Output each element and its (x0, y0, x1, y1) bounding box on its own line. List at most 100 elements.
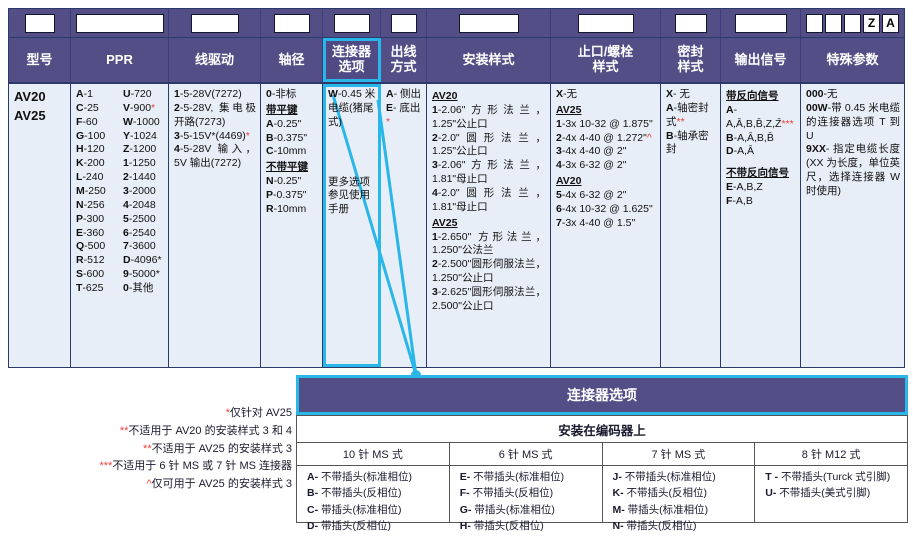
column-output-signal[interactable]: 带反向信号 A-A,Ā,B,B̄,Z,Z̄*** B-A,Ā,B,B̄ D-A,Ā 不带… (721, 84, 801, 367)
connector-item[interactable]: A- 不带插头(标准相位) (307, 469, 449, 485)
connector-item[interactable]: N- 带插头(反相位) (613, 518, 755, 534)
code-box[interactable] (273, 13, 310, 33)
header-shaft[interactable]: 轴径 (261, 38, 323, 82)
connector-item[interactable]: M- 带插头(标准相位) (613, 502, 755, 518)
option-line: 5-2500 (123, 213, 164, 227)
connector-item[interactable]: H- 带插头(反相位) (460, 518, 602, 534)
code-box-cell-bolt[interactable] (551, 9, 661, 37)
connector-item[interactable]: U- 不带插头(美式引脚) (765, 485, 907, 501)
code-box[interactable] (333, 13, 370, 33)
code-box-cell-model[interactable] (9, 9, 71, 37)
header-ppr[interactable]: PPR (71, 38, 169, 82)
option-line: 6-4x 10-32 @ 1.625" (556, 203, 656, 217)
ppr-left-list: A-1 C-25 F-60 G-100 H-120 K-200 L-240 M-250 N-25… (76, 88, 117, 296)
connector-group-header: 7 针 MS 式 (603, 443, 756, 465)
header-special[interactable]: 特殊参数 (826, 51, 879, 67)
code-box[interactable] (577, 13, 634, 33)
model-item[interactable]: AV25 (14, 107, 46, 123)
option-code: 3 (123, 185, 129, 198)
code-box[interactable] (190, 13, 239, 33)
option-line: 4-3x 6-32 @ 2" (556, 159, 656, 173)
code-box[interactable]: Z (863, 13, 880, 33)
option-line: D-A,Ā (726, 145, 796, 159)
code-box[interactable] (674, 13, 707, 33)
option-line: B-轴承密封 (666, 130, 716, 158)
header-seal[interactable]: 密封 样式 (661, 38, 721, 82)
option-line: 3-2.06"方形法兰，1.81"母止口 (432, 159, 546, 187)
column-mounting-style[interactable]: AV20 1-2.06"方形法兰，1.25"公止口 2-2.0"圆形法兰，1.25"… (427, 84, 551, 367)
code-box-cell-mounting[interactable] (427, 9, 551, 37)
model-item[interactable]: AV20 (14, 89, 46, 104)
connector-item-text: 不带插头(反相位) (626, 487, 708, 500)
option-code: 000 (806, 88, 824, 100)
connector-item[interactable]: T - 不带插头(Turck 式引脚) (765, 469, 907, 485)
column-model[interactable]: AV20 AV25 (9, 84, 71, 367)
code-box-cell-exit[interactable] (381, 9, 427, 37)
column-bolt-style[interactable]: X-无 AV25 1-3x 10-32 @ 1.875" 2-4x 4-40 @ 1.… (551, 84, 661, 367)
connector-group-items[interactable]: E- 不带插头(标准相位) F- 不带插头(反相位) G- 带插头(标准相位) H- … (450, 466, 603, 532)
code-box-cell-shaft[interactable] (261, 9, 323, 37)
connector-item[interactable]: G- 带插头(标准相位) (460, 502, 602, 518)
code-box-cell-line_driver[interactable] (169, 9, 261, 37)
option-text: -256 (83, 198, 105, 211)
code-box[interactable] (458, 13, 519, 33)
code-box[interactable] (24, 13, 55, 33)
header-line_driver[interactable]: 线驱动 (169, 38, 261, 82)
column-seal-style[interactable]: X- 无 A-轴密封式** B-轴承密封 (661, 84, 721, 367)
connector-item[interactable]: F- 不带插头(反相位) (460, 485, 602, 501)
column-exit-style[interactable]: A- 侧出 E- 底出* (381, 84, 427, 367)
connector-group-items[interactable]: A- 不带插头(标准相位) B- 不带插头(反相位) C- 带插头(标准相位) D- … (297, 466, 450, 532)
connector-item[interactable]: E- 不带插头(标准相位) (460, 469, 602, 485)
header-model[interactable]: 型号 (9, 38, 71, 82)
header-bolt[interactable]: 止口/螺栓 样式 (551, 38, 661, 82)
column-connector-option[interactable]: W-0.45 米电缆(猪尾式) 更多选项参见使用手册 (323, 84, 381, 367)
code-box-cell-seal[interactable] (661, 9, 721, 37)
option-code: B (666, 129, 674, 142)
code-box[interactable] (390, 13, 417, 33)
column-special-parameter[interactable]: 000-无 00W-带 0.45 米电缆的连接器选项 T 到 U 9XX- 指定电缆… (801, 84, 904, 367)
option-line: E-360 (76, 227, 117, 241)
code-box[interactable] (844, 13, 861, 33)
code-box[interactable]: A (882, 13, 899, 33)
option-code: M (76, 185, 85, 198)
header-output[interactable]: 输出信号 (721, 38, 801, 82)
header-connector[interactable]: 连接器 选项 (323, 38, 381, 82)
option-text: -0.25" (273, 175, 302, 188)
option-line: 3-4x 4-40 @ 2" (556, 145, 656, 159)
column-line-driver[interactable]: 1-5-28V(7272) 2-5-28V, 集电极开路(7273) 3-5-15V… (169, 84, 261, 367)
connector-group-items[interactable]: J- 不带插头(标准相位) K- 不带插头(反相位) M- 带插头(标准相位) N- … (603, 466, 756, 532)
option-text: -360 (83, 226, 105, 239)
option-text: -轴承密封 (666, 129, 709, 156)
group-label: AV25 (556, 103, 582, 116)
option-line: 00W-带 0.45 米电缆的连接器选项 T 到 U (806, 102, 900, 144)
connector-item[interactable]: B- 不带插头(反相位) (307, 485, 449, 501)
code-box-cell-output[interactable] (721, 9, 801, 37)
connector-item[interactable]: K- 不带插头(反相位) (613, 485, 755, 501)
option-code: 1 (432, 230, 438, 243)
connector-item[interactable]: C- 带插头(标准相位) (307, 502, 449, 518)
option-text: -3x 10-32 @ 1.875" (561, 117, 653, 130)
connector-item[interactable]: J- 不带插头(标准相位) (613, 469, 755, 485)
code-box-cell-connector[interactable] (323, 9, 381, 37)
option-text: -2048 (128, 198, 156, 211)
option-code: D (123, 254, 131, 267)
connector-item-code: C- (307, 503, 319, 516)
option-code: 4 (432, 187, 438, 200)
option-line: X- 无 (666, 88, 716, 102)
option-text: -无 (563, 88, 578, 100)
code-box[interactable] (806, 13, 823, 33)
code-box[interactable] (75, 13, 164, 33)
code-box[interactable] (734, 13, 787, 33)
header-exit[interactable]: 出线 方式 (381, 38, 427, 82)
header-mounting[interactable]: 安装样式 (427, 38, 551, 82)
connector-item[interactable]: D- 带插头(反相位) (307, 518, 449, 534)
option-text: -1250 (128, 157, 156, 170)
connector-item-code: H- (459, 519, 471, 532)
column-ppr[interactable]: A-1 C-25 F-60 G-100 H-120 K-200 L-240 M-250 N-25… (71, 84, 169, 367)
column-shaft-diameter[interactable]: 0-非标 带平键 A-0.25" B-0.375" C-10mm 不带平键 N-0.25" P… (261, 84, 323, 367)
option-text: -5-28V 输入，5V 输出(7272) (174, 143, 256, 170)
code-box[interactable] (825, 13, 842, 33)
code-box-cell-ppr[interactable] (71, 9, 169, 37)
connector-group-items[interactable]: T - 不带插头(Turck 式引脚) U- 不带插头(美式引脚) (755, 466, 907, 522)
